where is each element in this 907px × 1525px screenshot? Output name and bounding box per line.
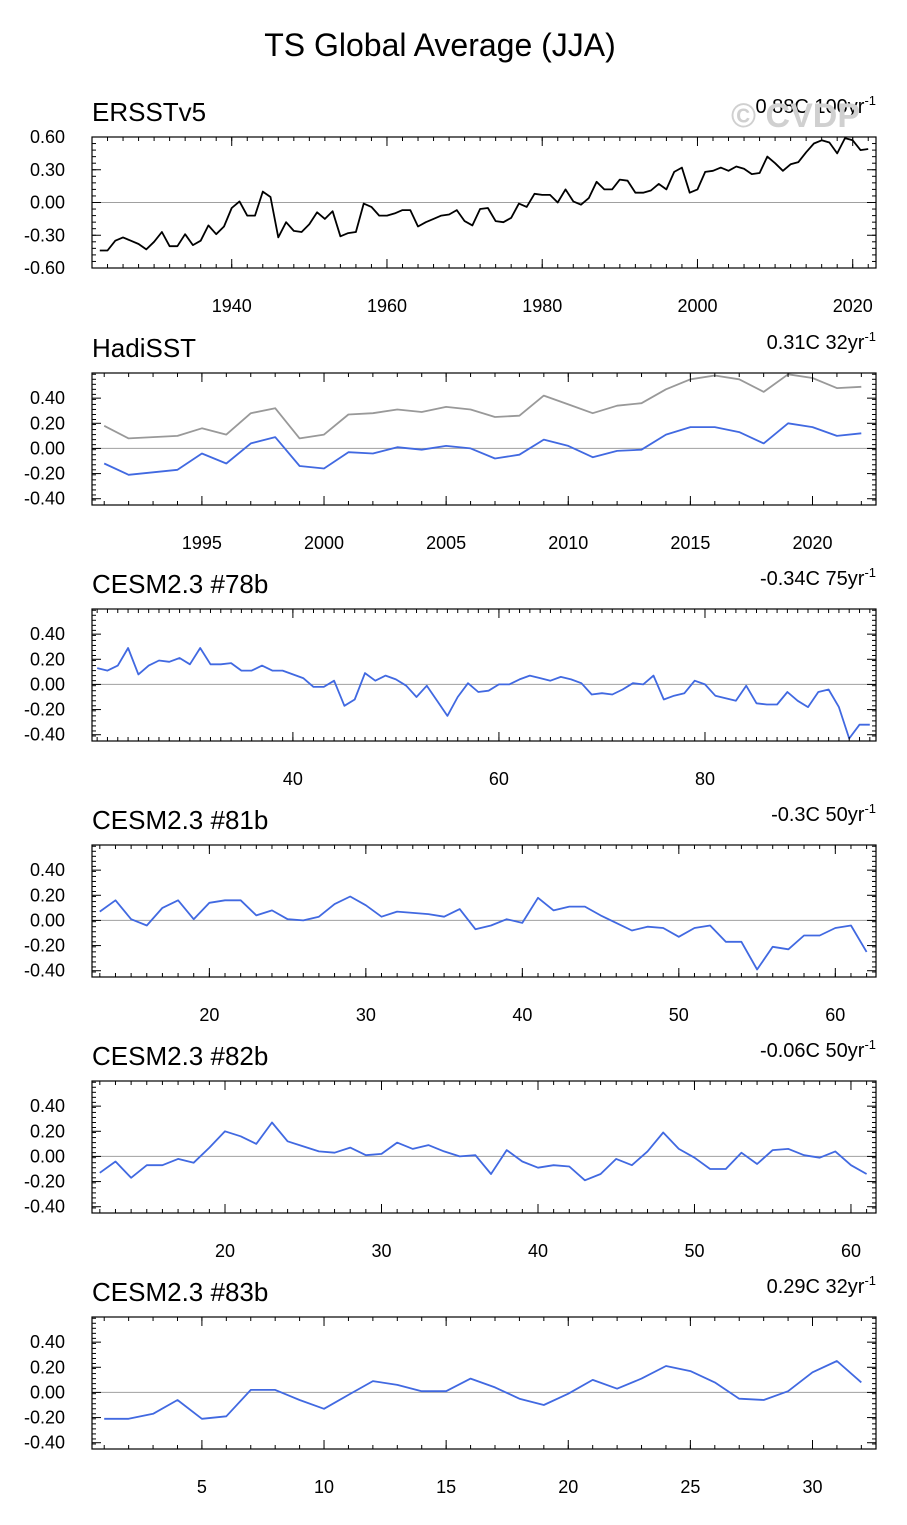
y-tick-label: -0.40 xyxy=(24,1433,65,1453)
x-tick-label: 2000 xyxy=(304,533,344,553)
plot-frame xyxy=(91,1316,877,1450)
y-tick-label: 0.40 xyxy=(30,1096,65,1116)
panel-6: CESM2.3 #83b 0.29C 32yr-1 5 10 15 20 25 30 -0.40… xyxy=(24,1273,877,1497)
y-tick-label: 0.20 xyxy=(30,885,65,905)
y-tick-label: -0.30 xyxy=(24,225,65,245)
series-line-raw xyxy=(103,373,862,440)
x-tick-label: 10 xyxy=(314,1477,334,1497)
y-tick-label: 0.20 xyxy=(30,649,65,669)
x-tick-label: 1980 xyxy=(522,296,562,316)
y-tick-label: -0.40 xyxy=(24,489,65,509)
y-tick-label: 0.00 xyxy=(30,910,65,930)
x-tick-label: 30 xyxy=(371,1241,391,1261)
y-tick-label: 0.20 xyxy=(30,1357,65,1377)
x-tick-label: 60 xyxy=(841,1241,861,1261)
panel-5: CESM2.3 #82b -0.06C 50yr-1 20 30 40 50 60 -0.40… xyxy=(24,1037,877,1261)
x-tick-label: 2005 xyxy=(426,533,466,553)
x-tick-label: 30 xyxy=(802,1477,822,1497)
series-line-cesm2-3-81b xyxy=(99,895,868,971)
y-tick-label: 0.40 xyxy=(30,860,65,880)
y-tick-label: 0.30 xyxy=(30,160,65,180)
x-tick-label: 30 xyxy=(356,1005,376,1025)
series-line-detrended xyxy=(103,422,862,476)
x-tick-label: 2015 xyxy=(670,533,710,553)
panel-title: CESM2.3 #82b xyxy=(92,1041,268,1071)
x-tick-label: 2010 xyxy=(548,533,588,553)
y-tick-label: -0.20 xyxy=(24,1172,65,1192)
y-tick-label: 0.40 xyxy=(30,388,65,408)
y-tick-label: -0.20 xyxy=(24,700,65,720)
x-tick-label: 60 xyxy=(825,1005,845,1025)
y-tick-label: -0.60 xyxy=(24,258,65,278)
y-tick-label: 0.20 xyxy=(30,413,65,433)
panel-title: CESM2.3 #83b xyxy=(92,1277,268,1307)
plot-frame xyxy=(91,372,877,506)
plot-frame xyxy=(91,1080,877,1214)
x-tick-label: 25 xyxy=(680,1477,700,1497)
x-tick-label: 20 xyxy=(215,1241,235,1261)
trend-label: 0.88C 100yr-1 xyxy=(755,93,876,118)
series-line-cesm2-3-83b xyxy=(104,1360,862,1420)
panel-title: ERSSTv5 xyxy=(92,97,206,127)
panel-1: ERSSTv5 0.88C 100yr-1 1940 1960 1980 2000 2020… xyxy=(24,93,877,316)
y-tick-label: -0.20 xyxy=(24,1408,65,1428)
panel-4: CESM2.3 #81b -0.3C 50yr-1 20 30 40 50 60 -0.40 -… xyxy=(24,801,877,1025)
x-tick-label: 40 xyxy=(512,1005,532,1025)
x-tick-label: 2000 xyxy=(677,296,717,316)
x-tick-label: 1995 xyxy=(182,533,222,553)
y-tick-label: -0.40 xyxy=(24,725,65,745)
y-tick-label: 0.00 xyxy=(30,193,65,213)
trend-label: -0.06C 50yr-1 xyxy=(760,1037,876,1062)
y-tick-label: 0.60 xyxy=(30,127,65,147)
y-tick-label: 0.40 xyxy=(30,624,65,644)
cvdp-watermark: © CVDP xyxy=(731,97,860,135)
x-tick-label: 20 xyxy=(199,1005,219,1025)
x-tick-label: 40 xyxy=(283,769,303,789)
plot-frame xyxy=(91,844,877,978)
x-tick-label: 1960 xyxy=(367,296,407,316)
y-tick-label: 0.00 xyxy=(30,1382,65,1402)
x-tick-label: 1940 xyxy=(212,296,252,316)
panel-title: HadiSST xyxy=(92,333,196,363)
y-tick-label: 0.20 xyxy=(30,1121,65,1141)
x-tick-label: 50 xyxy=(684,1241,704,1261)
y-tick-label: 0.40 xyxy=(30,1332,65,1352)
y-tick-label: -0.20 xyxy=(24,936,65,956)
x-tick-label: 15 xyxy=(436,1477,456,1497)
trend-label: 0.29C 32yr-1 xyxy=(767,1273,876,1298)
series-line-ersstv5 xyxy=(99,137,869,252)
x-tick-label: 40 xyxy=(528,1241,548,1261)
figure-title: TS Global Average (JJA) xyxy=(264,27,616,63)
trend-label: -0.34C 75yr-1 xyxy=(760,565,876,590)
y-tick-label: -0.20 xyxy=(24,464,65,484)
x-tick-label: 60 xyxy=(489,769,509,789)
panel-title: CESM2.3 #78b xyxy=(92,569,268,599)
y-tick-label: -0.40 xyxy=(24,961,65,981)
trend-label: 0.31C 32yr-1 xyxy=(767,329,876,354)
plot-frame xyxy=(91,608,877,742)
x-tick-label: 5 xyxy=(197,1477,207,1497)
panel-title: CESM2.3 #81b xyxy=(92,805,268,835)
x-tick-label: 20 xyxy=(558,1477,578,1497)
panel-2: HadiSST 0.31C 32yr-1 1995 2000 2005 2010 2015 2… xyxy=(24,329,877,553)
x-tick-label: 50 xyxy=(669,1005,689,1025)
panel-3: CESM2.3 #78b -0.34C 75yr-1 40 60 80 -0.40 -0.2… xyxy=(24,565,877,789)
series-line-cesm2-3-82b xyxy=(99,1121,868,1182)
y-tick-label: -0.40 xyxy=(24,1197,65,1217)
x-tick-label: 80 xyxy=(695,769,715,789)
series-line-cesm2-3-78b xyxy=(96,647,870,740)
y-tick-label: 0.00 xyxy=(30,1146,65,1166)
y-tick-label: 0.00 xyxy=(30,438,65,458)
trend-label: -0.3C 50yr-1 xyxy=(771,801,876,826)
x-tick-label: 2020 xyxy=(833,296,873,316)
x-tick-label: 2020 xyxy=(792,533,832,553)
y-tick-label: 0.00 xyxy=(30,674,65,694)
